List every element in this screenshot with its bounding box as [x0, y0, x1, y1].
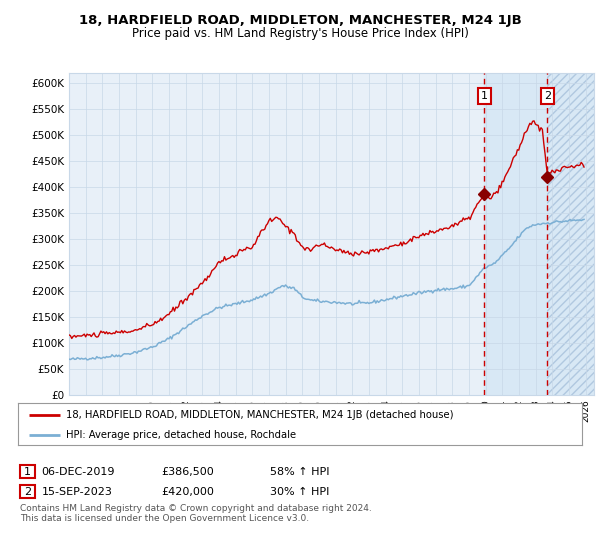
Text: 1: 1 [481, 91, 488, 101]
Text: 15-SEP-2023: 15-SEP-2023 [42, 487, 113, 497]
Text: HPI: Average price, detached house, Rochdale: HPI: Average price, detached house, Roch… [66, 430, 296, 440]
Bar [484, 73, 594, 395]
Text: £420,000: £420,000 [161, 487, 214, 497]
Text: Price paid vs. HM Land Registry's House Price Index (HPI): Price paid vs. HM Land Registry's House … [131, 27, 469, 40]
Text: 06-DEC-2019: 06-DEC-2019 [42, 466, 115, 477]
Text: 18, HARDFIELD ROAD, MIDDLETON, MANCHESTER, M24 1JB (detached house): 18, HARDFIELD ROAD, MIDDLETON, MANCHESTE… [66, 409, 454, 419]
Bar [547, 73, 594, 395]
Text: Contains HM Land Registry data © Crown copyright and database right 2024.
This d: Contains HM Land Registry data © Crown c… [20, 504, 372, 523]
Text: £386,500: £386,500 [161, 466, 214, 477]
Text: 58% ↑ HPI: 58% ↑ HPI [271, 466, 330, 477]
Bar [547, 73, 594, 395]
Text: 2: 2 [544, 91, 551, 101]
Text: 18, HARDFIELD ROAD, MIDDLETON, MANCHESTER, M24 1JB: 18, HARDFIELD ROAD, MIDDLETON, MANCHESTE… [79, 14, 521, 27]
Text: 1: 1 [24, 466, 31, 477]
Text: 30% ↑ HPI: 30% ↑ HPI [271, 487, 329, 497]
Text: 2: 2 [24, 487, 31, 497]
FancyBboxPatch shape [20, 465, 35, 478]
FancyBboxPatch shape [20, 486, 35, 498]
